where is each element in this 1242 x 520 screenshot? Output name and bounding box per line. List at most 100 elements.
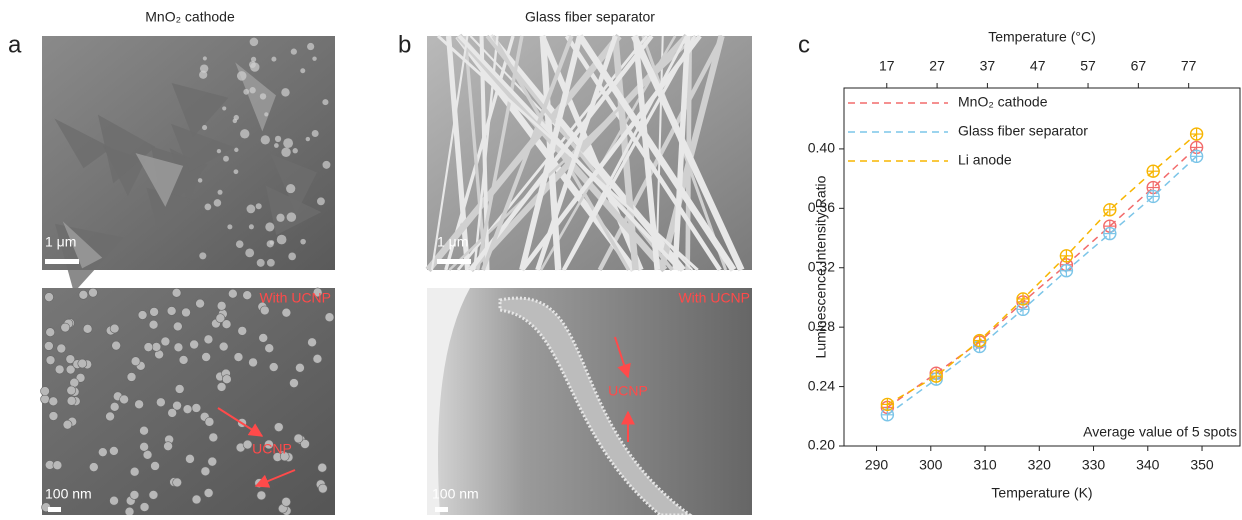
texture (119, 394, 129, 405)
texture (213, 199, 222, 207)
texture (151, 342, 162, 352)
panel-label: a (8, 31, 22, 58)
sem-image (42, 288, 335, 515)
texture (171, 288, 182, 298)
legend-label: MnO₂ cathode (958, 94, 1048, 110)
texture (281, 307, 292, 318)
texture (305, 136, 311, 142)
y-tick-label: 0.20 (808, 437, 835, 453)
texture (217, 189, 223, 195)
chart: 290 300 310 320 330 340 350 17 27 37 47 57 67 77 0.20 0… (808, 29, 1241, 501)
texture (227, 224, 233, 230)
texture (197, 178, 203, 183)
texture (216, 301, 227, 311)
texture (199, 64, 209, 73)
note: With UCNP (678, 290, 750, 306)
arrow (614, 336, 631, 379)
texture (40, 386, 50, 396)
texture (89, 462, 99, 472)
y-tick-label: 0.32 (808, 258, 835, 274)
texture (139, 502, 150, 512)
texture (62, 221, 103, 269)
x2-axis-label: Temperature (°C) (988, 29, 1096, 45)
annotation: Average value of 5 spots (1083, 424, 1237, 440)
x-tick-label: 310 (973, 457, 997, 473)
texture (237, 326, 248, 336)
texture (312, 353, 323, 364)
texture (243, 88, 250, 95)
texture (576, 34, 737, 272)
texture (223, 155, 229, 162)
texture (111, 340, 121, 351)
texture (207, 456, 218, 467)
data-point (929, 369, 943, 383)
texture (66, 396, 77, 406)
texture (200, 466, 211, 477)
texture (276, 213, 285, 222)
texture (75, 373, 86, 383)
texture (222, 106, 227, 111)
texture (293, 433, 304, 444)
texture (292, 148, 298, 154)
plot-frame (843, 87, 1241, 447)
x2-tick-label: 57 (1080, 58, 1096, 74)
texture (203, 334, 214, 345)
data-point (1146, 189, 1160, 204)
texture (181, 307, 191, 318)
data-point (1189, 127, 1204, 141)
texture (98, 447, 108, 457)
texture (240, 129, 250, 139)
texture (44, 341, 54, 351)
texture (256, 490, 267, 501)
texture (156, 397, 166, 408)
x-tick-label: 350 (1190, 457, 1214, 473)
texture (463, 35, 487, 271)
texture (436, 34, 699, 272)
texture (172, 400, 182, 411)
x2-tick-label: 37 (980, 58, 996, 74)
texture (468, 34, 654, 272)
texture (259, 305, 270, 316)
x-tick-label: 320 (1028, 457, 1052, 473)
texture (322, 160, 331, 169)
texture (160, 336, 171, 347)
texture (148, 319, 159, 330)
texture (300, 238, 306, 245)
texture (246, 204, 256, 214)
texture (150, 461, 160, 471)
texture (289, 378, 299, 388)
texture (307, 337, 317, 348)
texture (631, 34, 745, 272)
x-tick-label: 290 (865, 457, 889, 473)
texture (62, 419, 73, 430)
texture (248, 224, 254, 230)
texture (40, 394, 50, 404)
texture (242, 439, 253, 450)
texture (564, 34, 722, 272)
x-tick-label: 340 (1136, 457, 1160, 473)
texture (56, 343, 67, 354)
arrow-label: UCNP (608, 383, 648, 399)
texture (221, 319, 232, 330)
texture (173, 321, 183, 332)
arrow-label: UCNP (252, 441, 292, 457)
texture (288, 252, 296, 261)
texture (519, 35, 583, 271)
texture (216, 382, 227, 392)
texture (425, 33, 622, 273)
texture (215, 313, 226, 324)
texture (312, 56, 317, 61)
texture (109, 323, 120, 334)
texture (235, 240, 244, 249)
data-point (972, 333, 987, 348)
texture (45, 355, 56, 365)
texture (290, 48, 297, 55)
texture (265, 222, 275, 232)
texture (201, 352, 211, 362)
texture (286, 212, 297, 222)
texture (166, 306, 177, 316)
texture (45, 327, 56, 337)
texture (256, 258, 265, 267)
texture (268, 362, 279, 372)
texture (259, 93, 267, 100)
